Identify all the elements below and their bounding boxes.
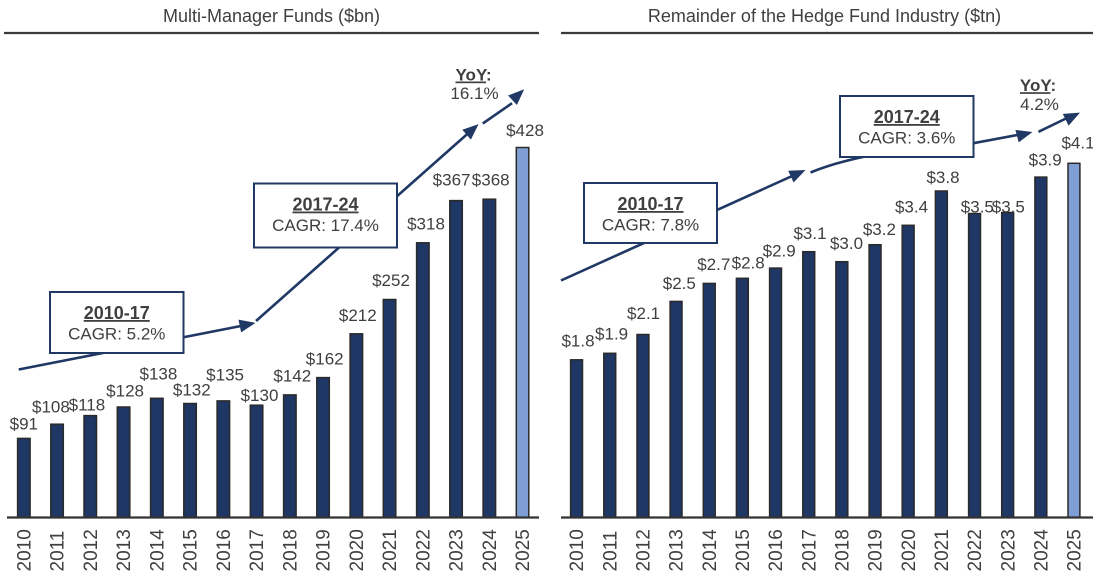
svg-text:$212: $212: [339, 306, 377, 325]
svg-text:2022: 2022: [413, 529, 434, 571]
svg-text:2023: 2023: [998, 529, 1019, 571]
svg-text:$162: $162: [306, 350, 344, 369]
svg-text:$118: $118: [69, 396, 106, 415]
svg-text:Multi-Manager Funds ($bn): Multi-Manager Funds ($bn): [163, 6, 380, 26]
svg-text:$128: $128: [106, 382, 144, 401]
svg-text:2014: 2014: [700, 529, 721, 572]
svg-text:$3.1: $3.1: [793, 224, 826, 243]
svg-text:2010-17: 2010-17: [617, 194, 683, 214]
svg-text:$428: $428: [506, 121, 544, 140]
svg-text:$3.2: $3.2: [863, 220, 896, 239]
svg-text:2023: 2023: [447, 529, 468, 571]
svg-text:$130: $130: [241, 386, 279, 405]
svg-text:$108: $108: [32, 397, 70, 416]
svg-text:2015: 2015: [733, 529, 754, 571]
svg-text:$3.8: $3.8: [926, 168, 959, 187]
svg-text:2024: 2024: [480, 529, 501, 572]
svg-text:2013: 2013: [667, 529, 688, 571]
svg-text:2011: 2011: [600, 531, 621, 572]
svg-text:CAGR: 17.4%: CAGR: 17.4%: [272, 216, 379, 235]
svg-text:2021: 2021: [932, 529, 953, 571]
svg-text:2013: 2013: [114, 529, 135, 571]
svg-text:$91: $91: [10, 414, 38, 433]
svg-text:$3.9: $3.9: [1029, 151, 1062, 170]
svg-text:2025: 2025: [1065, 529, 1086, 571]
svg-text:2012: 2012: [634, 529, 655, 571]
svg-text:2017-24: 2017-24: [292, 195, 358, 215]
svg-text:2017: 2017: [247, 529, 268, 571]
svg-text:2021: 2021: [380, 529, 401, 571]
svg-text:2024: 2024: [1031, 529, 1052, 572]
svg-text:2020: 2020: [347, 529, 368, 571]
svg-text:$4.1: $4.1: [1061, 133, 1093, 152]
svg-text:$132: $132: [173, 381, 211, 400]
svg-text:2012: 2012: [81, 529, 102, 571]
svg-text:$2.1: $2.1: [627, 304, 660, 323]
svg-text:$368: $368: [472, 170, 510, 189]
svg-text:2011: 2011: [48, 531, 69, 572]
svg-text:2010-17: 2010-17: [84, 303, 150, 323]
svg-text:2010: 2010: [14, 529, 35, 571]
svg-text:$318: $318: [407, 214, 445, 233]
svg-text:$2.5: $2.5: [663, 274, 696, 293]
svg-text:2016: 2016: [214, 529, 235, 571]
svg-text:$142: $142: [273, 367, 311, 386]
svg-text:$252: $252: [372, 271, 410, 290]
svg-text:2020: 2020: [899, 529, 920, 571]
svg-text:2017: 2017: [799, 529, 820, 571]
svg-text:YoY:: YoY:: [455, 66, 491, 85]
svg-text:2016: 2016: [766, 529, 787, 571]
svg-text:2019: 2019: [866, 529, 887, 571]
svg-text:2010: 2010: [567, 529, 588, 571]
svg-text:16.1%: 16.1%: [450, 84, 498, 103]
svg-text:$2.9: $2.9: [763, 241, 796, 260]
svg-text:2018: 2018: [280, 529, 301, 571]
svg-text:2025: 2025: [513, 529, 534, 571]
svg-text:$2.7: $2.7: [697, 255, 730, 274]
svg-text:2018: 2018: [833, 529, 854, 571]
svg-text:$138: $138: [139, 364, 177, 383]
svg-text:$3.4: $3.4: [895, 198, 928, 217]
svg-text:$1.8: $1.8: [561, 331, 594, 350]
svg-text:4.2%: 4.2%: [1020, 95, 1059, 114]
svg-text:$3.5: $3.5: [992, 198, 1025, 217]
svg-text:$1.9: $1.9: [595, 325, 628, 344]
svg-text:YoY:: YoY:: [1020, 76, 1056, 95]
svg-text:$3.0: $3.0: [830, 234, 863, 253]
svg-text:CAGR: 5.2%: CAGR: 5.2%: [68, 325, 165, 344]
svg-text:Remainder of the Hedge Fund In: Remainder of the Hedge Fund Industry ($t…: [648, 6, 1001, 26]
svg-text:$3.5: $3.5: [961, 198, 994, 217]
svg-text:CAGR: 3.6%: CAGR: 3.6%: [858, 129, 955, 148]
svg-text:2019: 2019: [314, 529, 335, 571]
svg-text:$367: $367: [433, 170, 471, 189]
svg-text:$2.8: $2.8: [732, 253, 765, 272]
svg-text:CAGR: 7.8%: CAGR: 7.8%: [602, 216, 699, 235]
svg-text:2014: 2014: [147, 529, 168, 572]
svg-text:2017-24: 2017-24: [874, 107, 940, 127]
svg-text:2022: 2022: [965, 529, 986, 571]
svg-text:2015: 2015: [181, 529, 202, 571]
svg-text:$135: $135: [206, 365, 244, 384]
